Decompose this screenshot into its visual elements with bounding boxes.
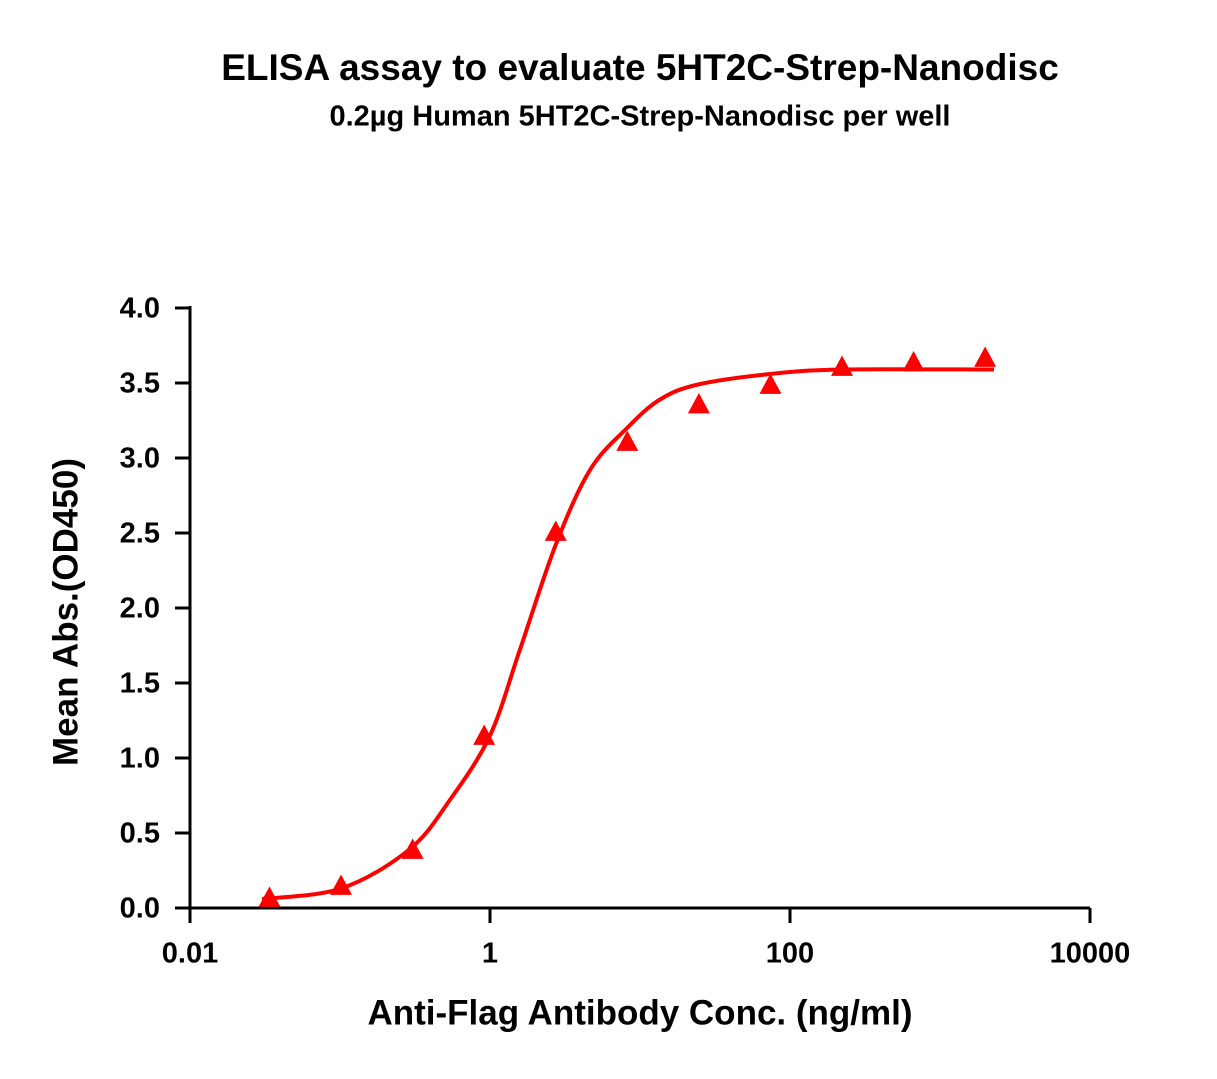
y-tick-label: 1.0 bbox=[120, 743, 160, 775]
y-tick-label: 2.0 bbox=[120, 593, 160, 625]
y-tick-label: 0.0 bbox=[120, 893, 160, 925]
chart-title: ELISA assay to evaluate 5HT2C-Strep-Nano… bbox=[221, 47, 1059, 88]
data-point bbox=[401, 838, 424, 859]
x-tick-label: 1 bbox=[482, 938, 498, 970]
y-tick-label: 1.5 bbox=[120, 668, 160, 700]
y-tick-label: 4.0 bbox=[120, 293, 160, 325]
data-point bbox=[616, 430, 639, 451]
data-point bbox=[902, 351, 925, 372]
x-tick-label: 0.01 bbox=[162, 938, 218, 970]
data-point bbox=[974, 346, 997, 367]
y-tick-label: 0.5 bbox=[120, 818, 160, 850]
data-point bbox=[330, 874, 353, 895]
y-tick-label: 3.5 bbox=[120, 368, 160, 400]
data-point bbox=[258, 886, 281, 907]
y-tick-label: 3.0 bbox=[120, 443, 160, 475]
data-point bbox=[473, 724, 496, 745]
x-tick-label: 100 bbox=[766, 938, 814, 970]
y-tick-label: 2.5 bbox=[120, 518, 160, 550]
data-point bbox=[759, 373, 782, 394]
data-point bbox=[687, 393, 710, 414]
y-axis-label: Mean Abs.(OD450) bbox=[46, 458, 85, 766]
data-point bbox=[831, 355, 854, 376]
x-tick-label: 10000 bbox=[1050, 938, 1131, 970]
x-axis-label: Anti-Flag Antibody Conc. (ng/ml) bbox=[367, 993, 912, 1032]
chart-subtitle: 0.2µg Human 5HT2C-Strep-Nanodisc per wel… bbox=[329, 101, 950, 133]
data-point bbox=[544, 520, 567, 541]
fit-curve bbox=[261, 367, 994, 901]
